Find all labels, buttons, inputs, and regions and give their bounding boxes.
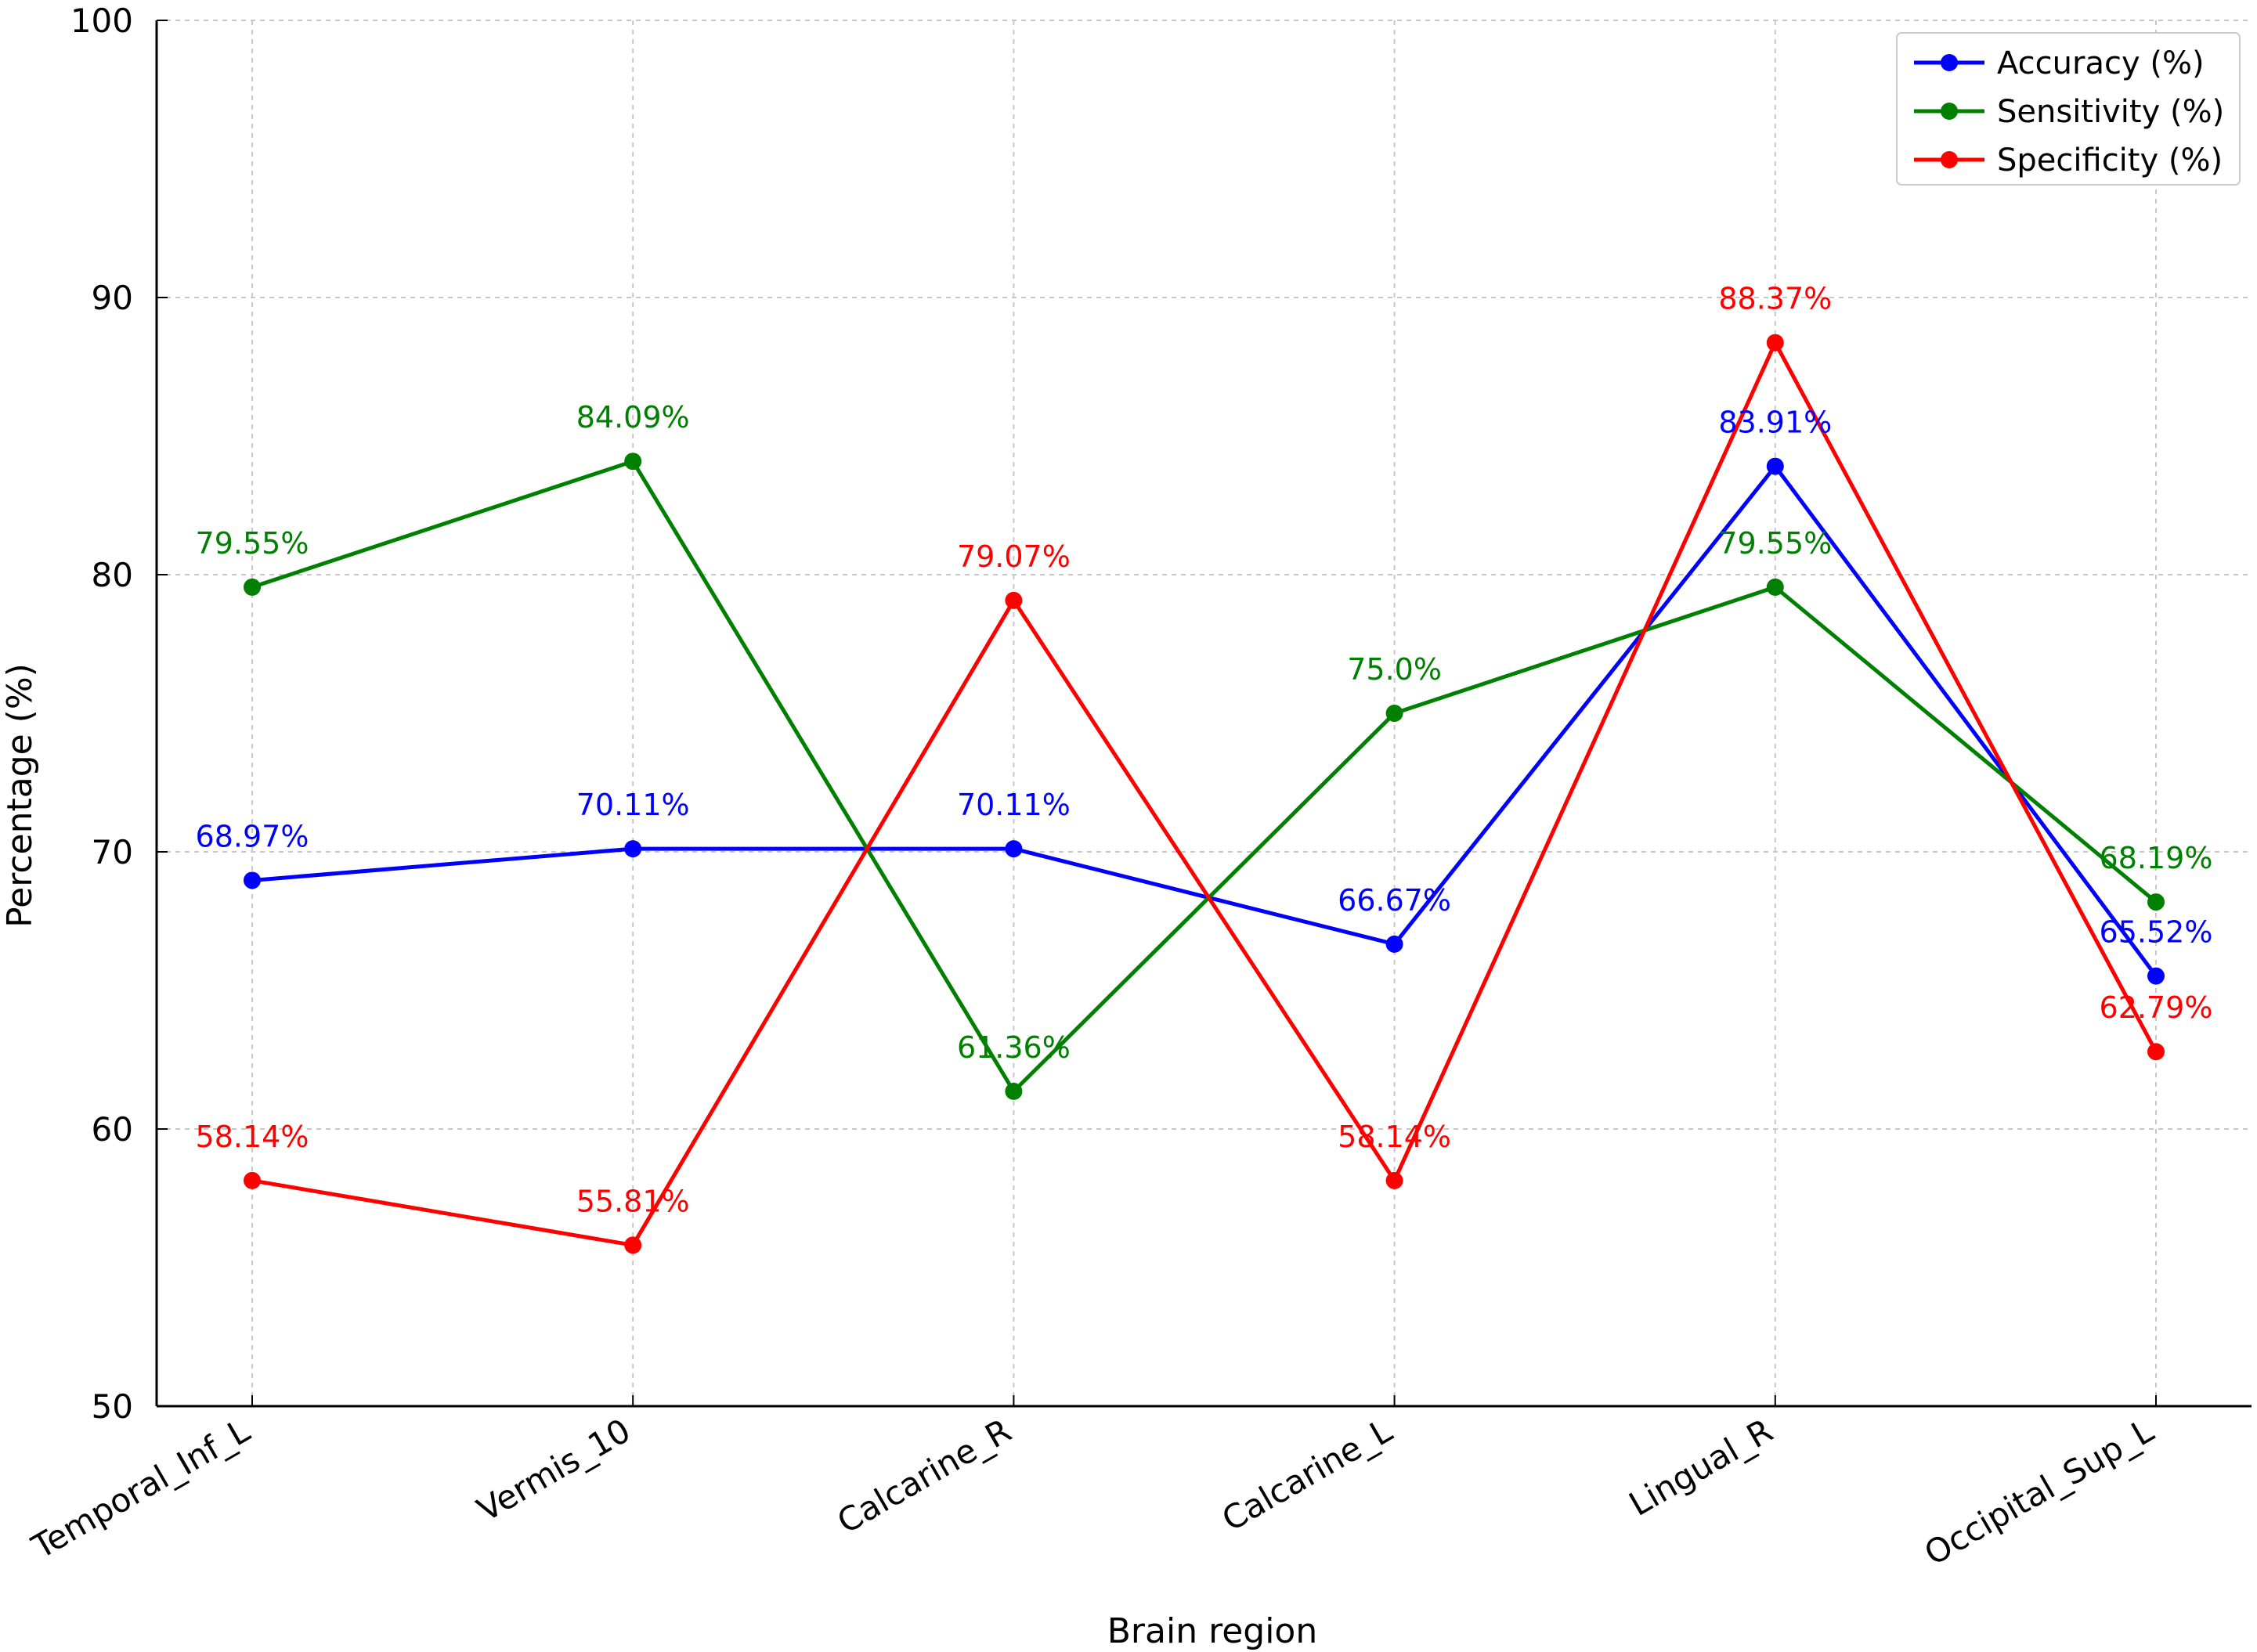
y-tick-label: 60 xyxy=(92,1110,133,1149)
x-tick-label: Vermis_10 xyxy=(471,1411,637,1529)
legend-label: Sensitivity (%) xyxy=(1997,94,2224,130)
data-point xyxy=(1766,578,1784,596)
legend-swatch-marker xyxy=(1941,54,1958,71)
data-label: 84.09% xyxy=(576,400,690,435)
x-tick-label: Calcarine_L xyxy=(1215,1411,1399,1538)
data-label: 66.67% xyxy=(1338,883,1451,918)
series-line xyxy=(251,341,2158,1247)
data-point xyxy=(624,1236,642,1254)
data-label: 88.37% xyxy=(1718,282,1832,316)
legend-label: Accuracy (%) xyxy=(1997,45,2205,81)
data-point xyxy=(1005,591,1023,609)
data-point xyxy=(244,1171,261,1189)
x-tick-label: Occipital_Sup_L xyxy=(1918,1411,2160,1573)
y-tick-label: 90 xyxy=(92,279,133,317)
legend-swatch-marker xyxy=(1941,151,1958,168)
data-label: 70.11% xyxy=(576,788,690,822)
data-label: 68.19% xyxy=(2100,841,2213,875)
y-tick-label: 50 xyxy=(92,1387,133,1426)
data-label: 68.97% xyxy=(196,819,309,853)
legend-swatch-marker xyxy=(1941,103,1958,120)
data-label: 55.81% xyxy=(576,1184,690,1218)
data-point xyxy=(244,578,261,596)
data-point xyxy=(1005,840,1023,858)
y-tick-label: 80 xyxy=(92,556,133,594)
series-line xyxy=(251,464,2158,978)
data-point xyxy=(1385,705,1403,722)
data-label: 58.14% xyxy=(196,1120,309,1154)
data-point xyxy=(2147,893,2165,911)
data-series xyxy=(244,334,2165,1254)
grid-lines xyxy=(157,20,2252,1406)
data-point xyxy=(1766,457,1784,475)
data-label: 61.36% xyxy=(957,1030,1071,1065)
data-point xyxy=(244,871,261,889)
data-point xyxy=(624,453,642,471)
data-point xyxy=(2147,1043,2165,1061)
data-label: 65.52% xyxy=(2100,915,2213,950)
data-point xyxy=(2147,967,2165,985)
data-point xyxy=(1005,1082,1023,1100)
data-label: 79.55% xyxy=(196,526,309,561)
x-axis-title: Brain region xyxy=(1107,1611,1318,1651)
data-label: 62.79% xyxy=(2100,990,2213,1025)
series-line xyxy=(251,459,2158,1094)
y-axis-title: Percentage (%) xyxy=(0,663,40,928)
x-tick-label: Lingual_R xyxy=(1623,1411,1779,1524)
x-tick-label: Calcarine_R xyxy=(831,1411,1018,1541)
data-label: 79.07% xyxy=(957,539,1071,574)
data-label: 70.11% xyxy=(957,788,1071,822)
data-label: 75.0% xyxy=(1347,652,1442,687)
data-label: 58.14% xyxy=(1338,1120,1451,1154)
legend-box xyxy=(1896,32,2241,186)
y-tick-label: 70 xyxy=(92,833,133,871)
data-point xyxy=(1766,334,1784,352)
data-point xyxy=(1385,1171,1403,1189)
y-tick-label: 100 xyxy=(70,2,133,40)
x-tick-label: Temporal_Inf_L xyxy=(25,1411,257,1567)
data-point xyxy=(624,840,642,858)
legend: Accuracy (%) Sensitivity (%) Specificity (… xyxy=(1896,32,2241,186)
legend-label: Specificity (%) xyxy=(1997,142,2223,179)
data-label: 79.55% xyxy=(1718,526,1832,561)
data-labels: 68.97% 70.11% 70.11% 66.67% 83.91% 65.52% 79.5… xyxy=(196,282,2213,1219)
data-point xyxy=(1385,935,1403,953)
data-label: 83.91% xyxy=(1718,406,1832,440)
